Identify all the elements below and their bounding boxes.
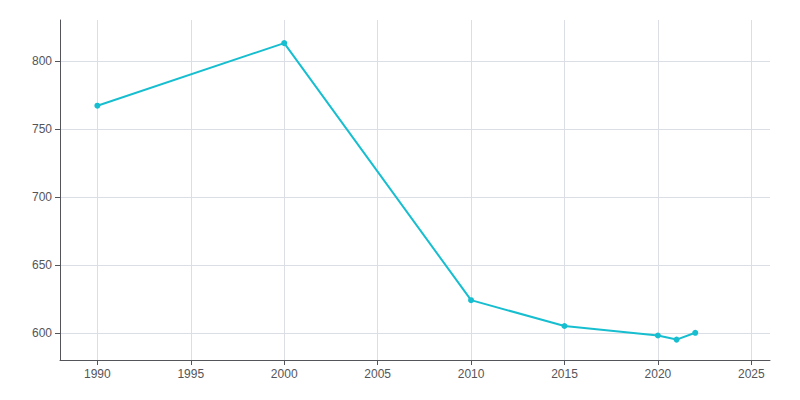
svg-text:600: 600	[32, 326, 52, 340]
svg-text:2020: 2020	[645, 367, 672, 381]
svg-text:800: 800	[32, 54, 52, 68]
svg-text:2000: 2000	[271, 367, 298, 381]
svg-text:2025: 2025	[738, 367, 765, 381]
svg-text:1995: 1995	[177, 367, 204, 381]
svg-text:2015: 2015	[551, 367, 578, 381]
svg-text:750: 750	[32, 122, 52, 136]
svg-text:1990: 1990	[84, 367, 111, 381]
svg-text:700: 700	[32, 190, 52, 204]
svg-text:2010: 2010	[458, 367, 485, 381]
svg-text:2005: 2005	[364, 367, 391, 381]
svg-text:650: 650	[32, 258, 52, 272]
